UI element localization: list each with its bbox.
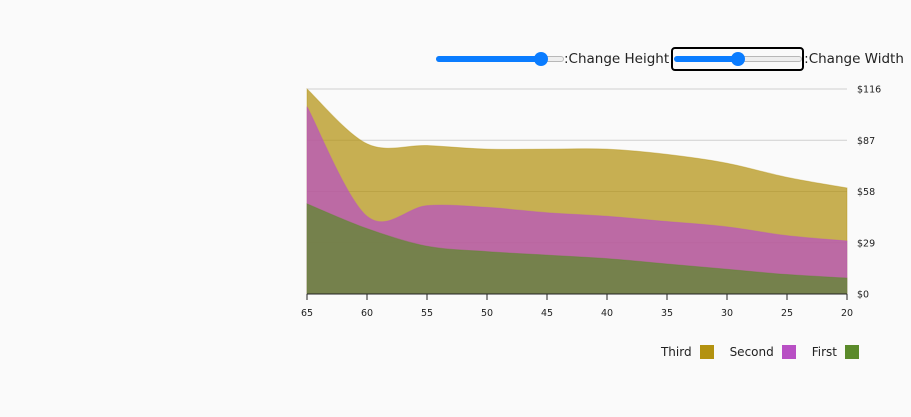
legend-item-third[interactable]: Third	[661, 345, 714, 359]
width-slider-group	[671, 47, 805, 71]
legend-item-second[interactable]: Second	[730, 345, 796, 359]
x-tick-label: 60	[361, 308, 373, 319]
legend-label: First	[811, 345, 837, 359]
x-tick-label: 65	[301, 308, 313, 319]
slider-controls: :Change Height :Change Width	[436, 47, 904, 71]
x-tick-label: 30	[721, 308, 733, 319]
width-slider-label: :Change Width	[804, 51, 904, 67]
legend-swatch	[845, 345, 859, 359]
chart-legend: Third Second First	[645, 345, 859, 359]
area-series-first	[306, 203, 848, 295]
legend-label: Second	[729, 345, 774, 359]
width-slider-thumb[interactable]	[731, 52, 746, 66]
y-tick-label: $116	[857, 85, 881, 96]
height-slider-label: :Change Height	[564, 51, 670, 67]
chart-areas	[306, 87, 848, 295]
legend-label: Third	[660, 345, 692, 359]
legend-item-first[interactable]: First	[812, 345, 859, 359]
x-tick-label: 25	[781, 308, 793, 319]
y-tick-label: $0	[857, 290, 869, 301]
height-slider[interactable]	[436, 50, 564, 68]
legend-swatch	[699, 345, 714, 359]
y-tick-label: $58	[857, 187, 875, 198]
y-tick-label: $87	[857, 136, 875, 147]
height-slider-thumb[interactable]	[533, 52, 548, 66]
area-series-second	[306, 106, 848, 295]
y-axis: $0 $29 $58 $87 $116	[857, 85, 881, 301]
y-tick-label: $29	[857, 238, 875, 249]
x-tick-label: 50	[481, 308, 493, 319]
height-slider-group: :Change Height	[436, 50, 669, 68]
x-tick-label: 40	[601, 308, 613, 319]
x-tick-label: 55	[421, 308, 433, 319]
height-slider-fill	[436, 56, 541, 62]
width-slider-fill	[674, 56, 739, 62]
x-axis: 65 60 55 50 45 40 35 30 25 20	[301, 293, 853, 319]
x-tick-label: 20	[841, 308, 853, 319]
width-slider[interactable]	[674, 50, 803, 68]
x-tick-label: 45	[541, 308, 553, 319]
x-tick-label: 35	[661, 308, 673, 319]
legend-swatch	[781, 345, 796, 359]
